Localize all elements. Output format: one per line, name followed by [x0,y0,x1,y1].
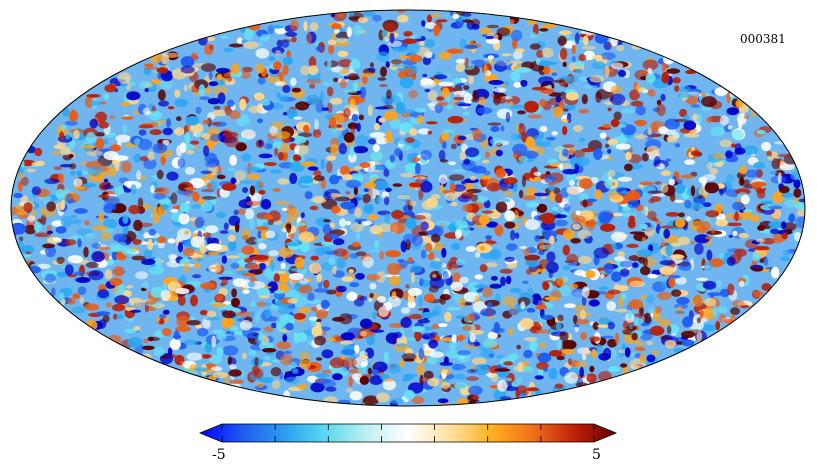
map-id-label: 000381 [740,32,786,46]
temperature-anisotropy-pattern [11,10,805,406]
sky-map-outline [10,9,806,407]
colorbar-min-label: -5 [212,447,226,463]
colorbar [198,423,618,443]
colorbar-ticks [221,424,595,442]
sky-map [10,9,806,407]
colorbar-max-label: 5 [592,447,601,463]
colorbar-bar [198,423,618,443]
